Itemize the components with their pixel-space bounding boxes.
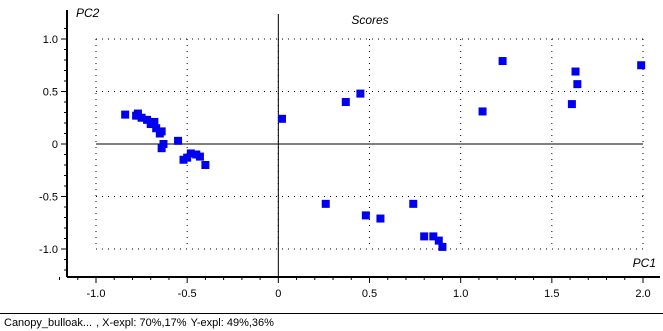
score-point <box>157 127 166 136</box>
x-tick-label: 0.5 <box>362 288 377 300</box>
score-point <box>157 144 166 153</box>
status-dataset-name: Canopy_bulloak... <box>4 317 93 329</box>
score-point <box>376 214 385 223</box>
score-point <box>183 153 192 162</box>
score-point <box>152 124 161 133</box>
score-point <box>356 89 365 98</box>
score-point <box>573 80 582 89</box>
score-point <box>637 61 646 70</box>
score-point <box>409 199 418 208</box>
data-points <box>121 57 646 251</box>
x-tick-label: -0.5 <box>178 288 197 300</box>
chart-title: Scores <box>351 13 388 27</box>
score-point <box>341 98 350 106</box>
score-point <box>195 152 204 161</box>
score-point <box>159 140 168 148</box>
score-point <box>277 114 286 123</box>
y-axis-label: PC2 <box>76 6 100 20</box>
score-point <box>121 110 130 119</box>
axes <box>59 10 660 283</box>
score-point <box>186 149 195 158</box>
x-tick-label: 2.0 <box>635 288 650 300</box>
x-tick-label: 1.0 <box>453 288 468 300</box>
x-tick-label: 1.5 <box>544 288 559 300</box>
x-tick-label: 0 <box>275 288 281 300</box>
score-point <box>174 136 183 145</box>
score-point <box>201 161 210 169</box>
status-y-explained: Y-expl: 49%,36% <box>190 317 274 329</box>
score-point <box>478 107 487 116</box>
status-bar: Canopy_bulloak..., X-expl: 70%,17% Y-expl… <box>0 313 663 331</box>
y-tick-label: 1.0 <box>43 34 58 46</box>
tick-labels: 1.0 0.5 0 -0.5 -1.0 -1.0 -0.5 0 0.5 1.0 1.5 2.0 <box>39 34 651 300</box>
score-point <box>571 67 580 76</box>
score-point <box>420 232 429 241</box>
score-point <box>361 211 370 220</box>
y-tick-label: 0.5 <box>43 87 58 99</box>
score-point <box>143 115 152 124</box>
score-plot: 1.0 0.5 0 -0.5 -1.0 -1.0 -0.5 0 0.5 1.0 1.5 2.0 Sco… <box>0 0 663 313</box>
score-point <box>150 117 159 126</box>
score-point <box>567 100 576 109</box>
x-tick-label: -1.0 <box>87 288 106 300</box>
y-tick-label: -1.0 <box>39 244 58 256</box>
plot-background <box>0 0 663 313</box>
score-point <box>321 199 330 208</box>
score-point <box>498 57 507 66</box>
status-x-explained: , X-expl: 70%,17% <box>96 317 187 329</box>
x-axis-label: PC1 <box>633 256 656 270</box>
y-tick-label: 0 <box>52 139 58 151</box>
score-point <box>438 242 447 251</box>
y-tick-label: -0.5 <box>39 192 58 204</box>
score-point <box>137 113 146 122</box>
score-point <box>429 232 438 241</box>
score-point <box>434 236 443 245</box>
score-point <box>133 109 142 118</box>
